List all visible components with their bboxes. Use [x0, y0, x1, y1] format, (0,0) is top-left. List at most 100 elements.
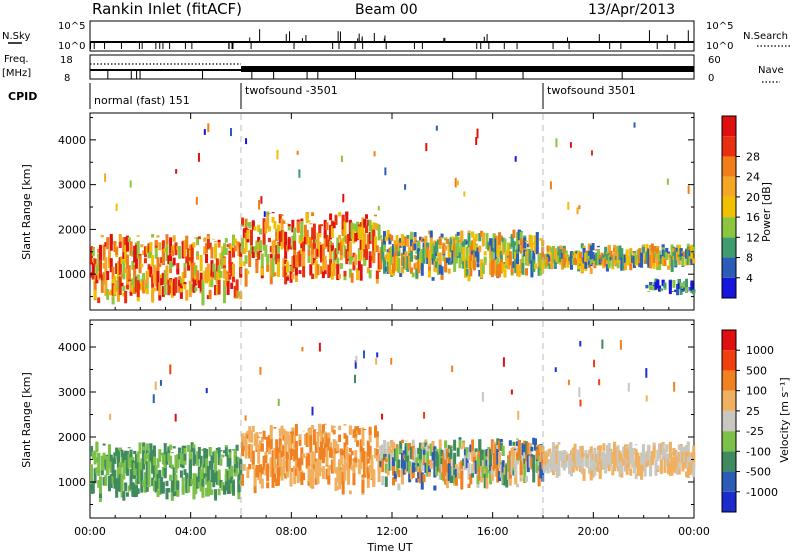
- power-echo-cell: [539, 257, 543, 270]
- power-echo-cell: [201, 292, 205, 306]
- velocity-echo-cell: [206, 465, 210, 482]
- power-echo-cell: [100, 235, 104, 238]
- velocity-echo-cell: [178, 447, 182, 460]
- power-echo-cell: [357, 248, 361, 260]
- velocity-echo-cell: [278, 438, 282, 455]
- velocity-echo-cell: [656, 467, 660, 473]
- power-echo-cell: [475, 137, 478, 145]
- velocity-echo-cell: [499, 464, 503, 478]
- nave-label: Nave: [758, 65, 784, 76]
- power-echo-cell: [248, 222, 252, 229]
- power-echo-cell: [544, 253, 548, 259]
- power-echo-cell: [282, 220, 286, 224]
- velocity-echo-cell: [472, 456, 476, 463]
- power-echo-cell: [433, 257, 437, 272]
- power-echo-cell: [374, 214, 378, 217]
- velocity-echo-cell: [355, 355, 358, 363]
- power-echo-cell: [223, 280, 227, 292]
- velocity-echo-cell: [598, 445, 602, 465]
- power-echo-cell: [463, 258, 467, 278]
- velocity-echo-cell: [525, 475, 529, 482]
- power-echo-cell: [521, 254, 525, 268]
- velocity-echo-cell: [469, 473, 473, 485]
- power-echo-cell: [440, 233, 444, 238]
- power-echo-cell: [377, 206, 380, 211]
- velocity-echo-cell: [93, 468, 97, 484]
- velocity-colorbar-frame: [721, 329, 737, 513]
- velocity-echo-layer: [90, 321, 696, 517]
- power-echo-cell: [249, 229, 253, 240]
- velocity-echo-cell: [447, 463, 451, 481]
- power-colorbar-swatch: [722, 217, 736, 238]
- power-echo-cell: [208, 279, 212, 288]
- power-echo-cell: [133, 245, 137, 263]
- power-echo-cell: [582, 247, 586, 264]
- power-echo-cell: [418, 236, 422, 241]
- power-echo-cell: [273, 254, 277, 261]
- power-echo-cell: [125, 254, 129, 271]
- power-echo-cell: [289, 245, 293, 250]
- power-echo-cell: [271, 240, 275, 254]
- power-echo-cell: [366, 234, 370, 250]
- velocity-echo-cell: [614, 454, 618, 468]
- power-echo-cell: [284, 231, 288, 249]
- velocity-echo-cell: [118, 447, 122, 452]
- velocity-echo-cell: [593, 449, 597, 465]
- power-echo-cell: [514, 251, 518, 260]
- power-echo-cell: [192, 262, 196, 279]
- velocity-echo-cell: [142, 480, 146, 487]
- power-echo-cell: [285, 276, 289, 281]
- velocity-echo-cell: [677, 444, 681, 450]
- power-echo-cell: [591, 258, 595, 264]
- power-echo-cell: [347, 251, 351, 259]
- power-echo-cell: [560, 252, 564, 267]
- power-echo-cell: [589, 267, 593, 274]
- power-echo-cell: [196, 237, 200, 246]
- power-echo-cell: [516, 259, 520, 277]
- freq-tick-top: 18: [60, 55, 73, 66]
- velocity-echo-cell: [496, 443, 500, 449]
- velocity-echo-cell: [109, 456, 113, 473]
- velocity-echo-cell: [686, 466, 690, 478]
- velocity-echo-cell: [361, 474, 365, 479]
- power-colorbar-tick-label: 24: [746, 171, 760, 184]
- power-echo-cell: [622, 254, 626, 262]
- velocity-echo-cell: [402, 450, 406, 454]
- power-echo-cell: [652, 282, 656, 286]
- velocity-echo-cell: [557, 441, 561, 445]
- power-echo-cell: [384, 266, 388, 272]
- velocity-echo-cell: [492, 441, 496, 454]
- power-echo-cell: [197, 152, 200, 162]
- power-echo-cell: [390, 246, 394, 266]
- power-echo-cell: [201, 279, 205, 296]
- power-echo-cell: [330, 245, 334, 252]
- velocity-echo-cell: [442, 452, 446, 467]
- velocity-echo-cell: [330, 459, 334, 474]
- time-tick-label: 04:00: [175, 525, 207, 538]
- velocity-echo-cell: [483, 473, 487, 489]
- power-echo-cell: [654, 281, 658, 290]
- velocity-echo-cell: [408, 442, 412, 451]
- velocity-echo-cell: [480, 453, 484, 473]
- power-echo-cell: [449, 236, 453, 252]
- velocity-echo-cell: [516, 483, 520, 488]
- velocity-echo-cell: [170, 483, 174, 498]
- power-echo-cell: [667, 251, 671, 254]
- velocity-echo-cell: [120, 482, 124, 498]
- velocity-echo-cell: [309, 427, 313, 436]
- velocity-echo-cell: [307, 465, 311, 482]
- velocity-echo-cell: [598, 468, 602, 480]
- velocity-echo-cell: [298, 434, 302, 446]
- power-echo-cell: [370, 255, 374, 261]
- velocity-echo-cell: [616, 445, 620, 452]
- velocity-echo-cell: [102, 443, 106, 446]
- velocity-echo-cell: [393, 448, 397, 462]
- velocity-echo-cell: [392, 466, 395, 476]
- power-echo-cell: [91, 263, 95, 274]
- power-echo-cell: [549, 181, 552, 190]
- velocity-echo-cell: [517, 440, 521, 457]
- power-echo-cell: [623, 253, 627, 255]
- velocity-echo-cell: [285, 431, 289, 445]
- velocity-echo-cell: [411, 472, 415, 478]
- power-echo-cell: [136, 240, 140, 259]
